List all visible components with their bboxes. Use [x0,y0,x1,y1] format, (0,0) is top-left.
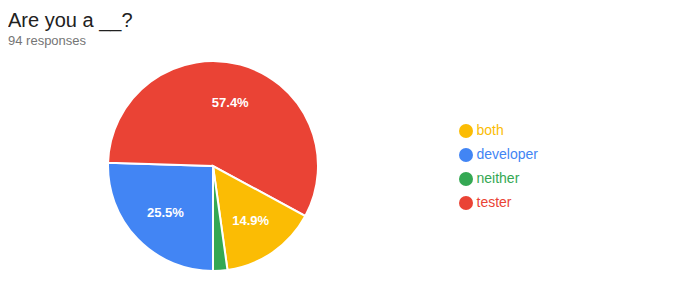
html-text:Are you a __?: Are you a __? [8,9,133,31]
svg-text:14.9%: 14.9% [232,213,269,228]
svg-text:25.5%: 25.5% [147,205,184,220]
html-text:both: both [476,122,504,138]
html-text:developer: developer [476,146,538,162]
html-text:tester: tester [476,194,512,210]
html-text:94 responses: 94 responses [8,33,87,48]
svg-text:57.4%: 57.4% [212,95,249,110]
html-text:neither: neither [476,170,520,186]
